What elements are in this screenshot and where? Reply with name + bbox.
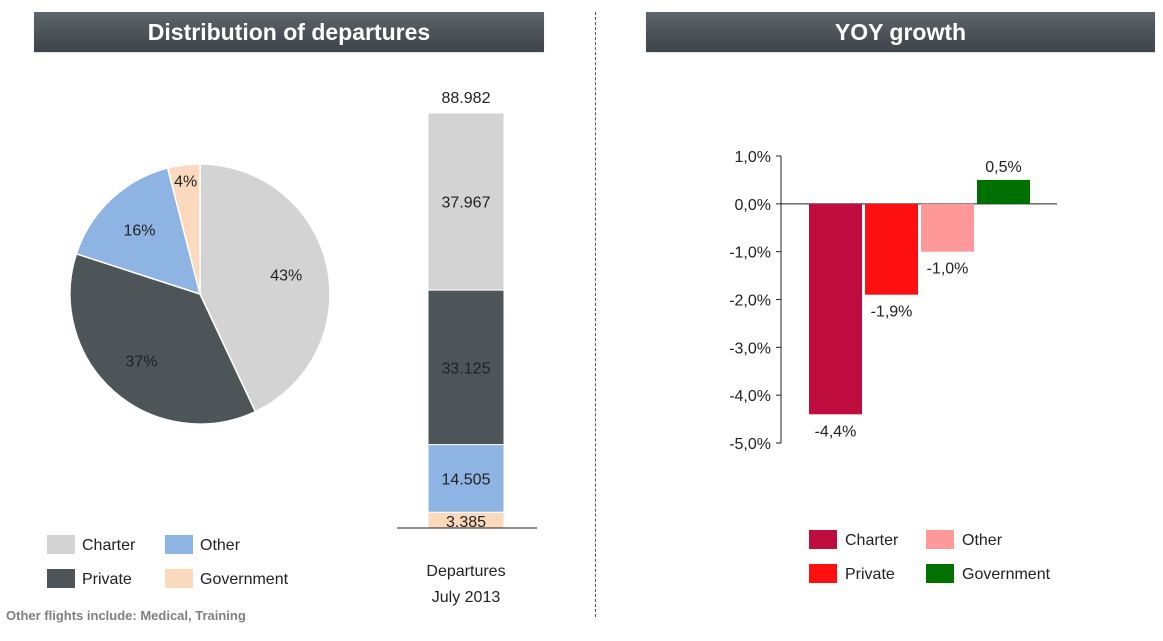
yoy-bar-charter bbox=[809, 203, 862, 415]
section-divider bbox=[595, 12, 596, 617]
stack-segment-private bbox=[427, 289, 505, 446]
pie-slice-private bbox=[69, 252, 257, 425]
yoy-legend-swatch-private bbox=[809, 564, 837, 583]
stack-label-private: 33.125 bbox=[442, 360, 491, 377]
pie-legend-label-private: Private bbox=[82, 571, 132, 588]
yoy-bar-private bbox=[865, 203, 918, 295]
pie-legend-swatch-charter bbox=[47, 535, 75, 554]
yoy-bar-other bbox=[921, 203, 974, 252]
stack-category-line-1: Departures bbox=[426, 563, 505, 580]
pie-legend-label-government: Government bbox=[200, 571, 289, 588]
pie-label-other: 16% bbox=[123, 223, 155, 240]
yoy-legend-swatch-charter bbox=[809, 530, 837, 549]
distribution-title: Distribution of departures bbox=[147, 18, 431, 45]
pie-legend-label-charter: Charter bbox=[82, 537, 136, 554]
yoy-legend-swatch-government bbox=[926, 564, 954, 583]
stack-category-line-2: July 2013 bbox=[432, 589, 501, 606]
pie-legend-swatch-other bbox=[165, 535, 193, 554]
stack-segment-charter bbox=[427, 112, 505, 291]
pie-slice-charter bbox=[199, 163, 331, 413]
yoy-value-label-government: 0,5% bbox=[985, 159, 1021, 176]
pie-slice-government bbox=[166, 163, 201, 295]
pie-label-charter: 43% bbox=[270, 268, 302, 285]
yoy-value-label-charter: -4,4% bbox=[815, 423, 857, 440]
yoy-tick-label: 1,0% bbox=[735, 149, 771, 166]
yoy-value-label-private: -1,9% bbox=[871, 304, 913, 321]
yoy-legend-label-charter: Charter bbox=[845, 532, 899, 549]
yoy-tick-label: -2,0% bbox=[729, 293, 771, 310]
yoy-legend-label-government: Government bbox=[962, 566, 1051, 583]
stack-total-label: 88.982 bbox=[442, 90, 491, 107]
yoy-legend-swatch-other bbox=[926, 530, 954, 549]
yoy-tick-label: -3,0% bbox=[729, 340, 771, 357]
yoy-tick-label: 0,0% bbox=[735, 197, 771, 214]
distribution-header: Distribution of departures bbox=[34, 12, 544, 52]
stack-label-government: 3.385 bbox=[446, 514, 486, 531]
footnote: Other flights include: Medical, Training bbox=[6, 608, 246, 623]
yoy-bar-government bbox=[977, 179, 1030, 204]
stack-label-other: 14.505 bbox=[442, 471, 491, 488]
stack-label-charter: 37.967 bbox=[442, 195, 491, 212]
yoy-legend-label-other: Other bbox=[962, 532, 1003, 549]
yoy-tick-label: -1,0% bbox=[729, 245, 771, 262]
yoy-tick-label: -4,0% bbox=[729, 388, 771, 405]
pie-legend-swatch-private bbox=[47, 569, 75, 588]
yoy-tick-label: -5,0% bbox=[729, 436, 771, 453]
pie-legend-swatch-government bbox=[165, 569, 193, 588]
yoy-value-label-other: -1,0% bbox=[927, 261, 969, 278]
pie-label-government: 4% bbox=[174, 174, 197, 191]
pie-legend-label-other: Other bbox=[200, 537, 241, 554]
pie-slice-other bbox=[75, 167, 202, 296]
yoy-legend-label-private: Private bbox=[845, 566, 895, 583]
yoy-title: YOY growth bbox=[834, 18, 967, 45]
pie-label-private: 37% bbox=[126, 353, 158, 370]
yoy-header: YOY growth bbox=[646, 12, 1155, 52]
